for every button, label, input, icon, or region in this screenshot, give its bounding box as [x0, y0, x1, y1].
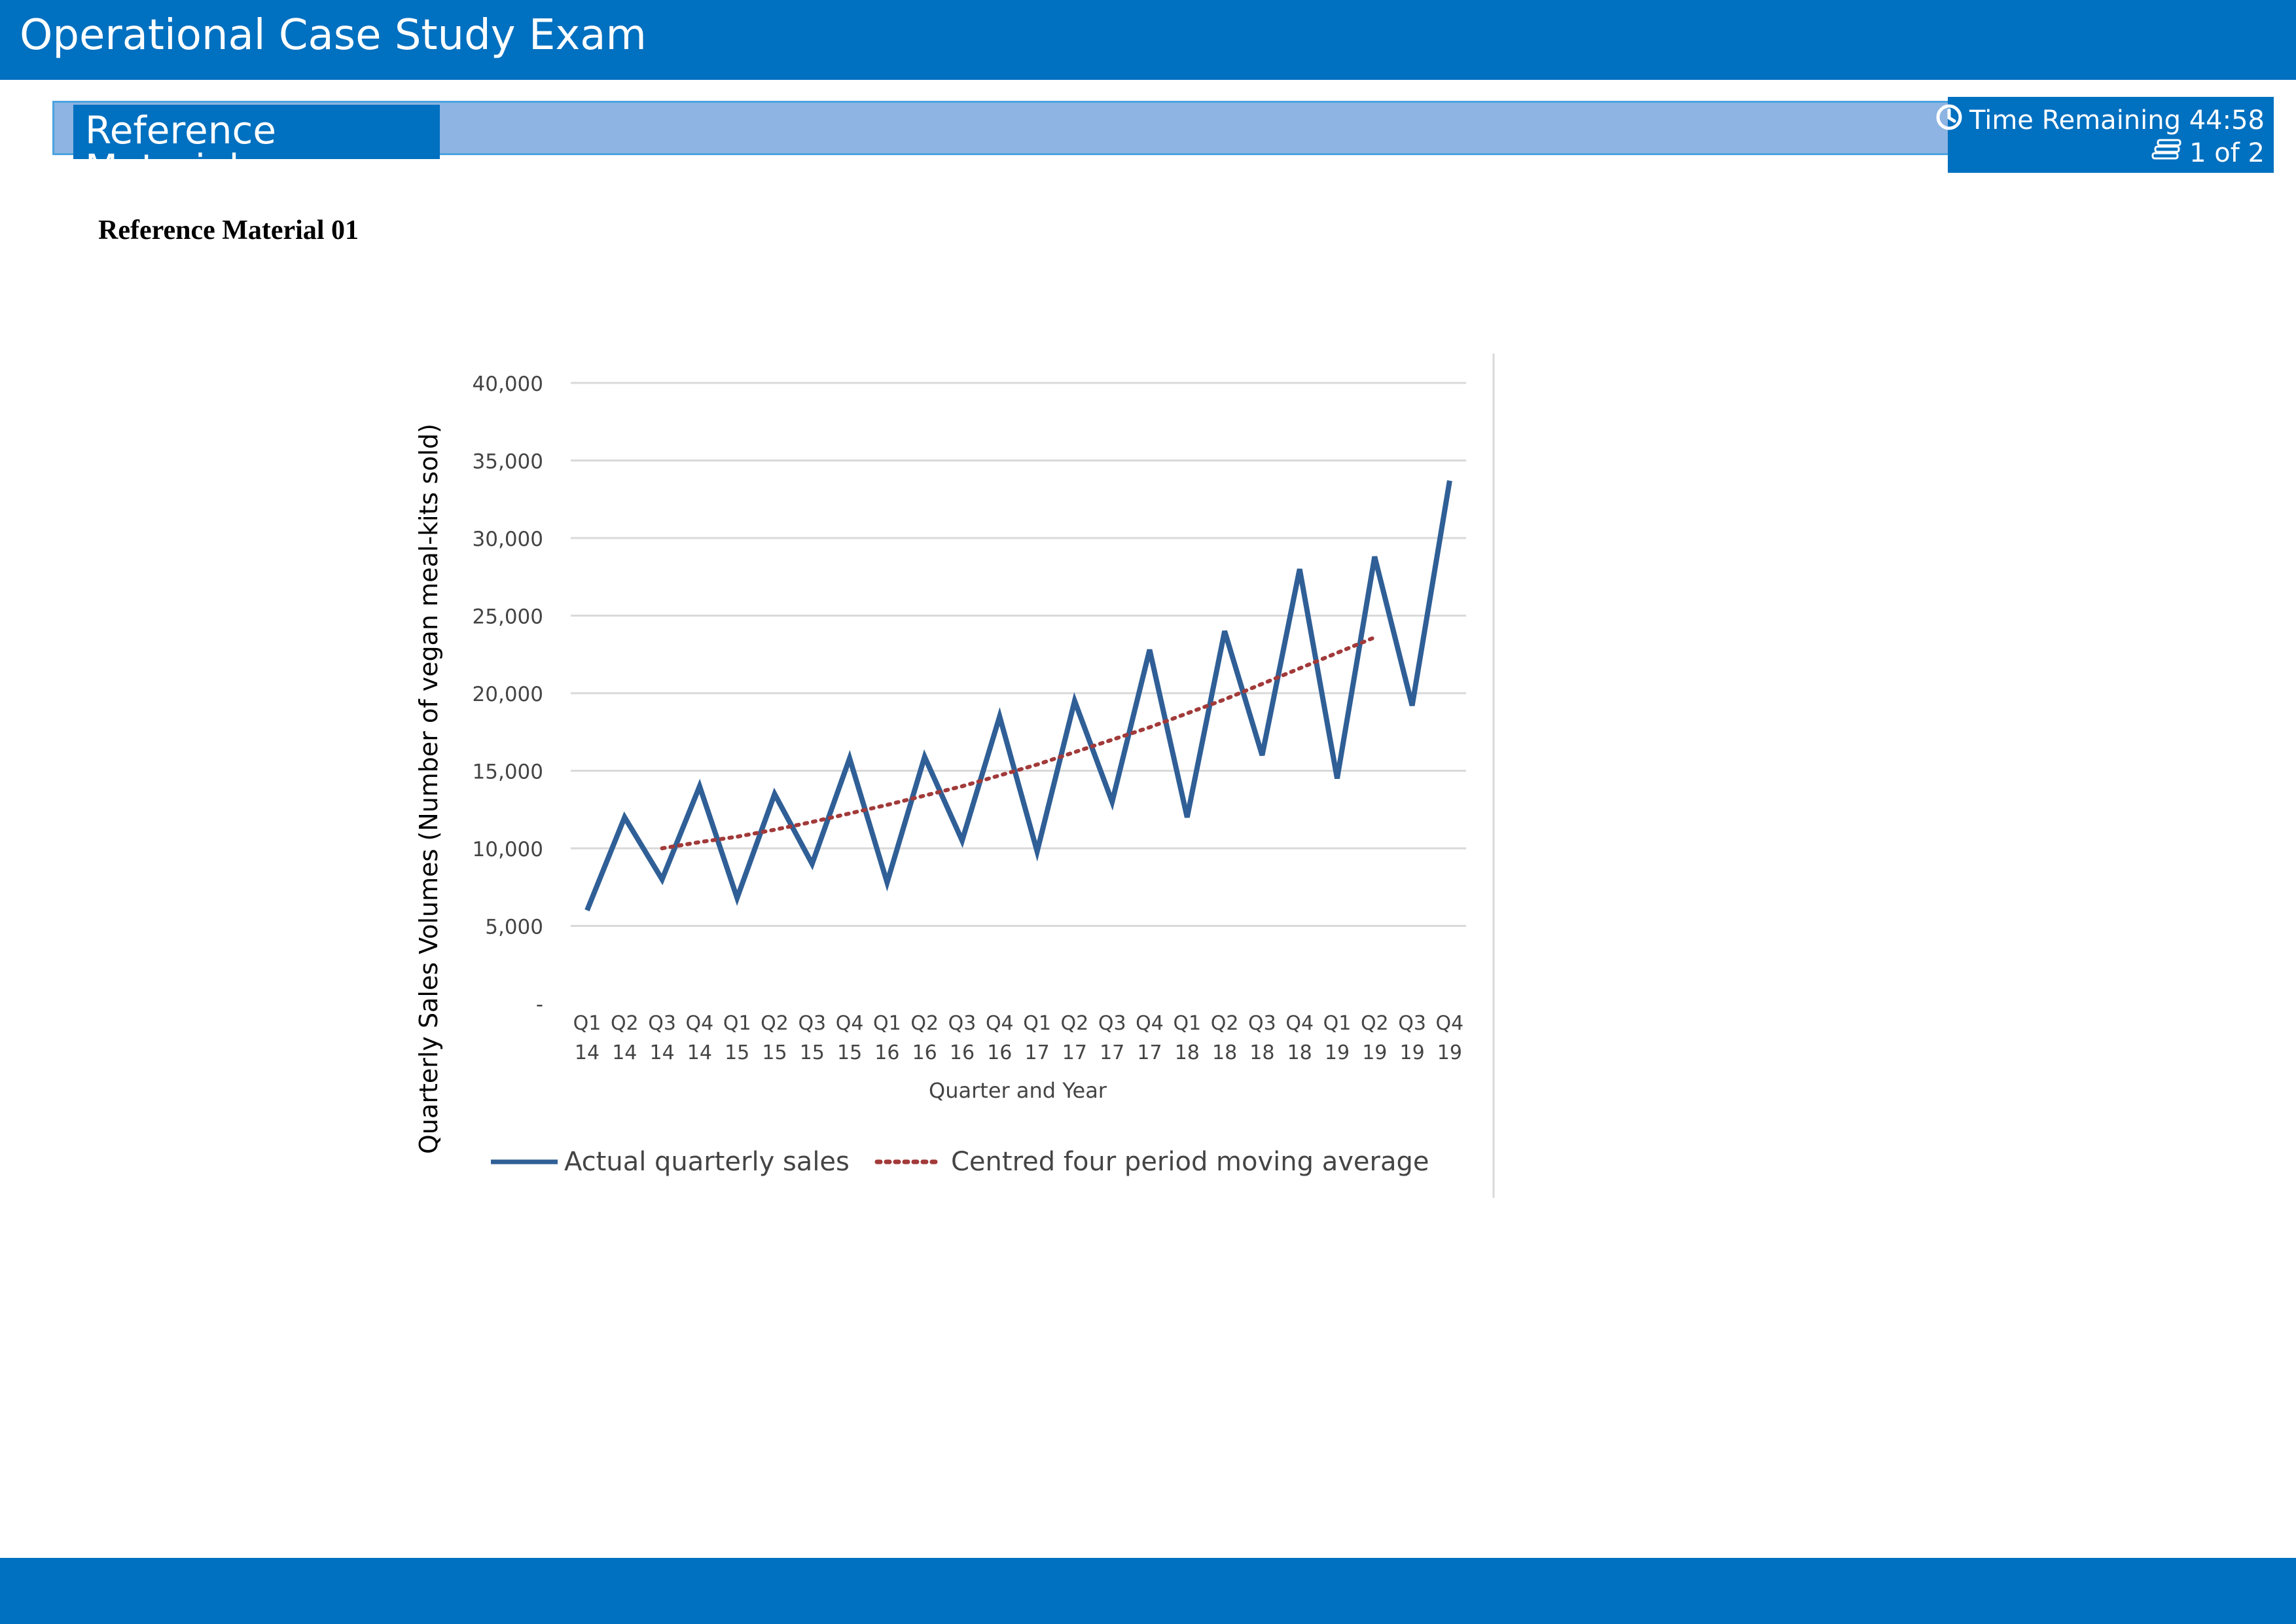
x-tick-label-quarter: Q2: [910, 1012, 939, 1035]
x-tick-label-year: 15: [800, 1041, 825, 1064]
tab-reference-material[interactable]: Reference Material: [73, 105, 440, 187]
x-tick-label-year: 18: [1175, 1041, 1200, 1064]
x-tick-label-year: 19: [1437, 1041, 1462, 1064]
x-tick-label-quarter: Q2: [1361, 1012, 1389, 1035]
time-remaining-text: Time Remaining 44:58: [1969, 105, 2265, 135]
y-tick-label: 10,000: [473, 838, 543, 861]
x-tick-label-year: 14: [650, 1041, 675, 1064]
y-tick-label: 40,000: [473, 372, 543, 396]
x-tick-label-quarter: Q4: [986, 1012, 1014, 1035]
x-tick-label-quarter: Q4: [1136, 1012, 1164, 1035]
x-tick-label-quarter: Q3: [1248, 1012, 1276, 1035]
y-tick-label: 30,000: [473, 528, 543, 551]
y-tick-label: 35,000: [473, 450, 543, 474]
x-tick-label-quarter: Q1: [1023, 1012, 1051, 1035]
x-tick-label-quarter: Q3: [948, 1012, 977, 1035]
y-tick-label: 15,000: [473, 761, 543, 784]
top-bar: Operational Case Study Exam: [0, 0, 2296, 80]
series-line-actual: [584, 480, 1452, 912]
x-tick-label-quarter: Q4: [836, 1012, 864, 1035]
document-stack-icon: [2151, 137, 2183, 169]
series-line-moving-average: [660, 635, 1377, 850]
x-tick-label-year: 14: [687, 1041, 712, 1064]
x-tick-label-year: 18: [1249, 1041, 1274, 1064]
x-tick-label-quarter: Q1: [723, 1012, 751, 1035]
x-tick-label-quarter: Q2: [1061, 1012, 1089, 1035]
x-tick-label-quarter: Q1: [573, 1012, 601, 1035]
tab-label: Reference Material: [85, 108, 277, 190]
x-tick-label-quarter: Q4: [1436, 1012, 1464, 1035]
x-tick-label-year: 17: [1100, 1041, 1124, 1064]
x-tick-label-year: 16: [874, 1041, 899, 1064]
page-indicator-text: 1 of 2: [2189, 138, 2265, 168]
chart-container: - 5,000 10,000 15,000 20,000 25,000 30,000 35,0…: [393, 340, 1518, 1211]
x-tick-label-year: 16: [912, 1041, 937, 1064]
x-tick-label-quarter: Q4: [1285, 1012, 1314, 1035]
x-tick-label-quarter: Q3: [648, 1012, 676, 1035]
legend-label-actual: Actual quarterly sales: [564, 1147, 850, 1177]
x-tick-label-year: 16: [987, 1041, 1012, 1064]
time-remaining-row: Time Remaining 44:58: [1935, 103, 2265, 137]
x-tick-label-year: 19: [1400, 1041, 1425, 1064]
x-tick-label-year: 15: [762, 1041, 787, 1064]
line-chart: - 5,000 10,000 15,000 20,000 25,000 30,000 35,0…: [414, 353, 1495, 1198]
document-heading: Reference Material 01: [98, 215, 359, 245]
y-tick-label: 5,000: [485, 916, 543, 939]
x-tick-label-quarter: Q4: [686, 1012, 714, 1035]
x-tick-label-year: 19: [1362, 1041, 1387, 1064]
grid-lines: [571, 382, 1466, 927]
page-indicator-row[interactable]: 1 of 2: [2151, 137, 2265, 169]
x-tick-label-quarter: Q2: [761, 1012, 789, 1035]
x-tick-label-year: 16: [950, 1041, 975, 1064]
y-axis-label: Quarterly Sales Volumes (Number of vegan…: [414, 424, 443, 1154]
x-axis-ticks: Q1 14 Q2 14 Q3 14 Q4 14 Q1 15 Q2 15 Q3 15 Q4 15 Q1 16 Q2 16…: [573, 1012, 1464, 1064]
legend: Actual quarterly sales Centred four peri…: [491, 1147, 1429, 1177]
y-axis-ticks: - 5,000 10,000 15,000 20,000 25,000 30,000 35,0…: [473, 372, 543, 1017]
x-tick-label-quarter: Q1: [873, 1012, 901, 1035]
x-tick-label-year: 14: [575, 1041, 600, 1064]
x-tick-label-year: 15: [837, 1041, 862, 1064]
x-tick-label-quarter: Q3: [1098, 1012, 1126, 1035]
y-tick-label: 25,000: [473, 605, 543, 629]
legend-label-moving-average: Centred four period moving average: [951, 1147, 1429, 1177]
x-axis-label: Quarter and Year: [929, 1078, 1107, 1103]
x-tick-label-year: 17: [1137, 1041, 1162, 1064]
exam-title: Operational Case Study Exam: [20, 11, 647, 60]
x-tick-label-quarter: Q3: [798, 1012, 826, 1035]
x-tick-label-year: 18: [1212, 1041, 1237, 1064]
x-tick-label-year: 17: [1025, 1041, 1050, 1064]
bottom-bar: [0, 1558, 2296, 1624]
x-tick-label-year: 15: [725, 1041, 749, 1064]
x-tick-label-year: 19: [1325, 1041, 1350, 1064]
x-tick-label-quarter: Q1: [1323, 1012, 1352, 1035]
x-tick-label-year: 17: [1062, 1041, 1087, 1064]
x-tick-label-year: 14: [612, 1041, 637, 1064]
y-tick-label: 20,000: [473, 683, 543, 706]
y-tick-label: -: [536, 993, 543, 1017]
status-panel: Time Remaining 44:58 1 of 2: [1936, 97, 2274, 173]
x-tick-label-year: 18: [1287, 1041, 1312, 1064]
x-tick-label-quarter: Q2: [1211, 1012, 1239, 1035]
series-layer: [584, 480, 1452, 912]
x-tick-label-quarter: Q2: [611, 1012, 639, 1035]
x-tick-label-quarter: Q1: [1173, 1012, 1201, 1035]
x-tick-label-quarter: Q3: [1398, 1012, 1426, 1035]
clock-icon: [1935, 103, 1963, 137]
